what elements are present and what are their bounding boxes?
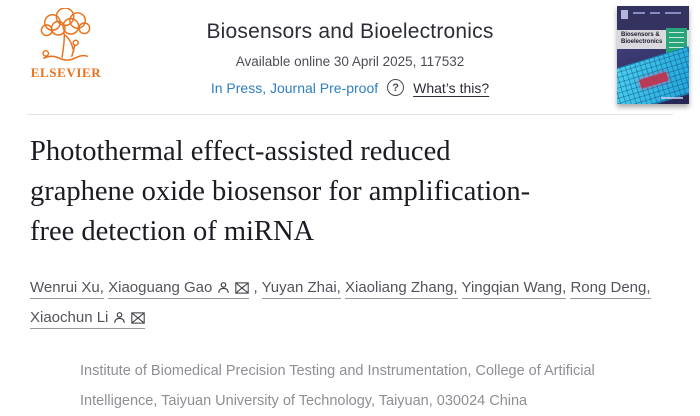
author-link[interactable]: Yingqian Wang, <box>461 279 567 299</box>
envelope-icon <box>131 303 146 333</box>
envelope-icon <box>235 273 250 303</box>
author-link[interactable]: Xiaoliang Zhang, <box>345 279 458 299</box>
author-name: Wenrui Xu, <box>30 279 104 296</box>
author-link[interactable]: Wenrui Xu, <box>30 279 104 299</box>
journal-info: Biosensors and Bioelectronics Available … <box>108 20 592 96</box>
author-name: Rong Deng, <box>570 279 651 296</box>
whats-this-link[interactable]: What’s this? <box>413 79 490 96</box>
article-main: Photothermal effect-assisted reduced gra… <box>0 132 700 416</box>
author-link[interactable]: Xiaoguang Gao <box>108 279 250 299</box>
question-mark-icon[interactable]: ? <box>387 79 405 96</box>
elsevier-tree-icon <box>40 8 91 61</box>
person-icon <box>217 273 230 303</box>
in-press-row: In Press, Journal Pre-proof ? What’s thi… <box>108 79 592 96</box>
article-title: Photothermal effect-assisted reduced gra… <box>30 136 531 247</box>
cover-top-bar <box>617 6 689 30</box>
elsevier-logo: ELSEVIER <box>28 8 104 81</box>
author-name: Xiaoliang Zhang, <box>345 279 458 296</box>
header-divider <box>27 114 673 115</box>
author-name: Yingqian Wang, <box>461 279 567 296</box>
affiliation-text: Institute of Biomedical Precision Testin… <box>80 363 595 409</box>
author-link[interactable]: Yuyan Zhai, <box>261 279 341 299</box>
author-link[interactable]: Xiaochun Li <box>30 309 146 329</box>
journal-cover-thumbnail[interactable]: Biosensors & Bioelectronics <box>617 6 689 104</box>
journal-header: ELSEVIER Biosensors and Bioelectronics A… <box>0 0 700 114</box>
author-name: Xiaoguang Gao <box>108 279 213 296</box>
author-link[interactable]: Rong Deng, <box>570 279 651 299</box>
cover-elsevier-mark <box>621 10 628 19</box>
journal-title-link[interactable]: Biosensors and Bioelectronics <box>206 20 494 43</box>
cover-biochip-image <box>617 46 689 104</box>
in-press-status: In Press, Journal Pre-proof <box>210 79 379 96</box>
author-list: Wenrui Xu, Xiaoguang Gao , Yuyan Zhai, X… <box>30 273 670 333</box>
author-name: Xiaochun Li <box>30 309 109 326</box>
person-icon <box>113 303 126 333</box>
elsevier-wordmark: ELSEVIER <box>30 65 102 80</box>
author-name: Yuyan Zhai, <box>261 279 341 296</box>
available-online-text: Available online 30 April 2025, 117532 <box>235 54 465 69</box>
